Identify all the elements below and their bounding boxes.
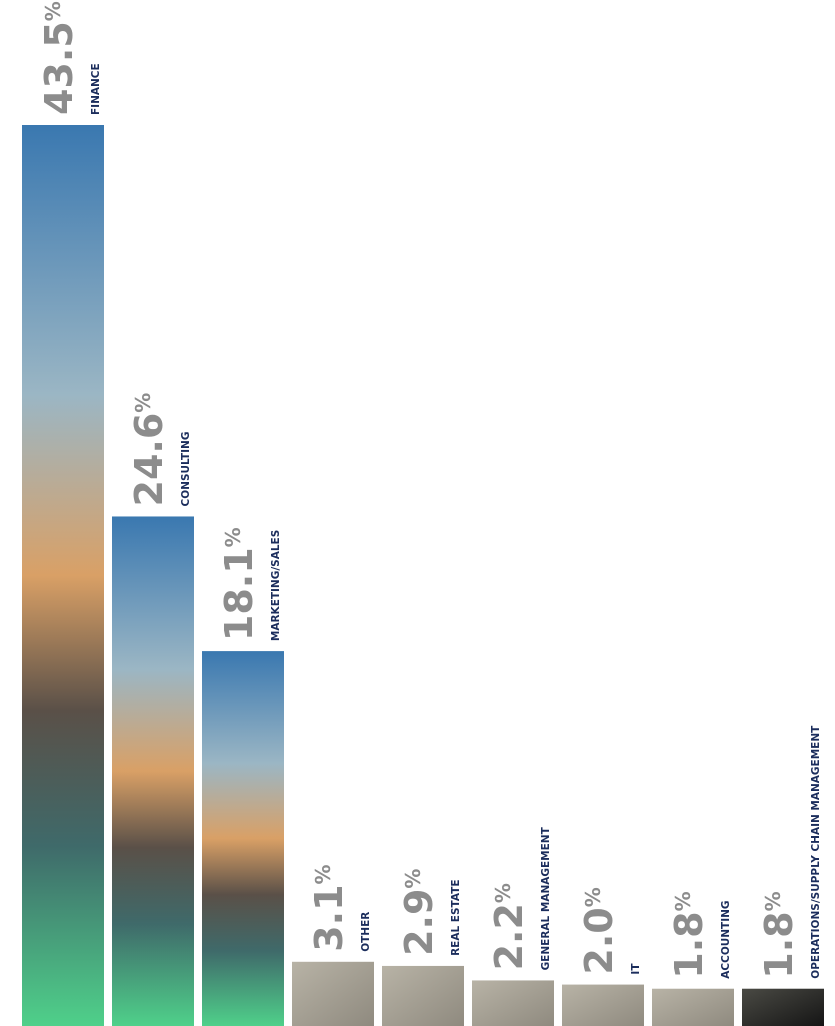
bar	[292, 961, 374, 1026]
category-label: GENERAL MANAGEMENT	[540, 826, 552, 970]
category-label: REAL ESTATE	[450, 879, 462, 955]
bar	[22, 125, 104, 1026]
value-label: 1.8%	[757, 891, 801, 978]
value-label: 24.6%	[127, 393, 171, 507]
value-label: 2.2%	[487, 883, 531, 970]
value-label: 18.1%	[217, 527, 261, 641]
category-label: IT	[630, 963, 642, 975]
category-label: CONSULTING	[180, 432, 192, 507]
value-label: 1.8%	[667, 891, 711, 978]
bar	[472, 980, 554, 1026]
category-label: FINANCE	[90, 63, 102, 115]
category-label: ACCOUNTING	[720, 900, 732, 978]
category-label: OTHER	[360, 912, 372, 952]
category-label: OPERATIONS/SUPPLY CHAIN MANAGEMENT	[810, 725, 822, 979]
bar	[652, 988, 734, 1026]
value-label: 2.0%	[577, 887, 621, 974]
bar	[202, 651, 284, 1026]
value-label: 2.9%	[397, 869, 441, 956]
value-label: 3.1%	[307, 864, 351, 951]
category-label: MARKETING/SALES	[270, 530, 282, 641]
bar	[112, 516, 194, 1026]
value-label: 43.5%	[37, 1, 81, 115]
bar	[562, 984, 644, 1026]
bar	[382, 965, 464, 1026]
bar	[742, 988, 824, 1026]
